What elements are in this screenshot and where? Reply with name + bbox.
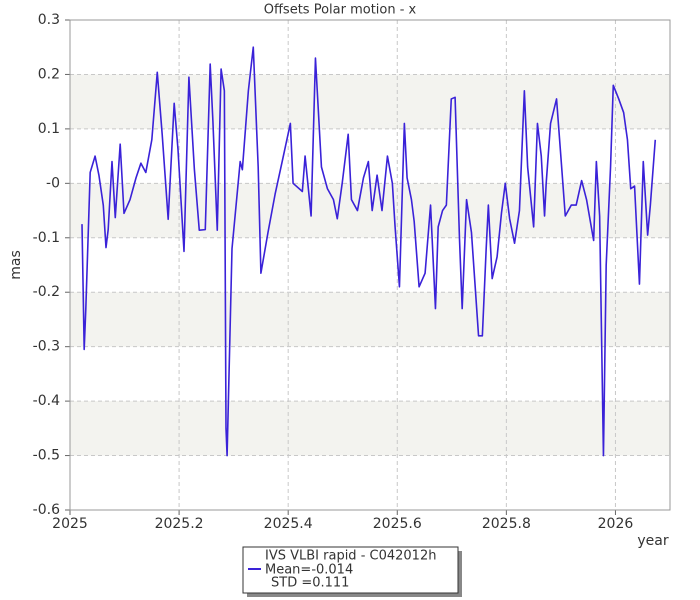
x-tick-label: 2025 bbox=[52, 516, 88, 532]
y-tick-label: 0.2 bbox=[38, 66, 60, 82]
y-tick-label: 0.1 bbox=[38, 121, 60, 137]
x-tick-label: 2025.6 bbox=[373, 516, 422, 532]
y-axis-label: mas bbox=[8, 250, 24, 280]
y-tick-label: -0.2 bbox=[33, 284, 60, 300]
legend-label: IVS VLBI rapid - C042012h bbox=[265, 549, 436, 564]
x-tick-label: 2025.8 bbox=[482, 516, 531, 532]
y-tick-label: -0.6 bbox=[33, 502, 60, 518]
y-tick-label: -0.1 bbox=[33, 230, 60, 246]
plot-band bbox=[70, 74, 670, 129]
x-tick-label: 2025.2 bbox=[155, 516, 204, 532]
y-tick-label: -0.3 bbox=[33, 339, 60, 355]
plot-frame bbox=[69, 19, 671, 511]
y-tick-label: 0.3 bbox=[38, 12, 60, 28]
x-axis-label: year bbox=[637, 533, 668, 549]
legend-box bbox=[242, 546, 459, 594]
x-tick-label: 2026 bbox=[598, 516, 634, 532]
y-tick-label: -0.4 bbox=[33, 393, 60, 409]
legend-annotation: Mean=-0.014 bbox=[265, 563, 353, 578]
chart-title: Offsets Polar motion - x bbox=[264, 3, 417, 18]
plot-band bbox=[70, 292, 670, 347]
y-tick-label: -0 bbox=[46, 175, 60, 191]
legend-annotation: STD =0.111 bbox=[271, 576, 349, 591]
data-line bbox=[81, 46, 657, 457]
y-tick-label: -0.5 bbox=[33, 448, 60, 464]
plot-band bbox=[70, 401, 670, 456]
x-tick-label: 2025.4 bbox=[264, 516, 313, 532]
